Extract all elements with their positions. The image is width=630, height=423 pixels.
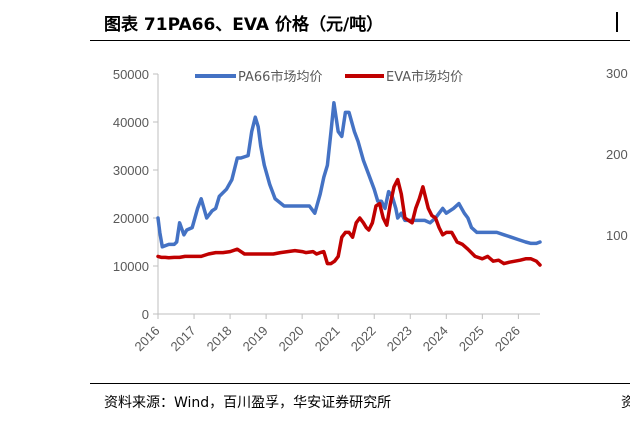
y-tick-label: 20000 [113, 211, 149, 226]
x-tick-label: 2026 [492, 323, 523, 354]
source-note: 资料来源：Wind，百川盈孚，华安证券研究所 [104, 395, 392, 411]
y-tick-label: 30000 [113, 163, 149, 178]
right-panel-tick: 100 [606, 228, 628, 243]
x-tick-label: 2021 [312, 323, 343, 354]
x-tick-label: 2018 [204, 323, 235, 354]
y-tick-label: 10000 [113, 259, 149, 274]
x-tick-label: 2017 [168, 323, 199, 354]
x-tick-label: 2019 [240, 323, 271, 354]
y-tick-label: 40000 [113, 115, 149, 130]
legend-label-eva: EVA市场均价 [386, 69, 463, 85]
x-tick-label: 2016 [132, 323, 163, 354]
source-divider [90, 383, 630, 384]
pa66-price-line [156, 101, 542, 249]
figure-title: 图表 71PA66、EVA 价格（元/吨） [104, 15, 384, 35]
x-tick-label: 2023 [384, 323, 415, 354]
next-figure-edge [616, 12, 630, 32]
title-divider [90, 40, 630, 41]
eva-price-line [156, 177, 542, 267]
y-tick-label: 50000 [113, 67, 149, 82]
next-figure-source-edge: 资 [621, 395, 630, 408]
chart-legend: PA66市场均价 EVA市场均价 [195, 69, 463, 85]
x-tick-label: 2022 [348, 323, 379, 354]
legend-label-pa66: PA66市场均价 [238, 69, 322, 85]
x-tick-label: 2024 [420, 323, 451, 354]
y-tick-label: 0 [142, 307, 149, 322]
x-tick-label: 2020 [276, 323, 307, 354]
x-tick-label: 2025 [456, 323, 487, 354]
right-panel-tick: 200 [606, 147, 628, 162]
right-panel-tick: 300 [606, 66, 628, 81]
